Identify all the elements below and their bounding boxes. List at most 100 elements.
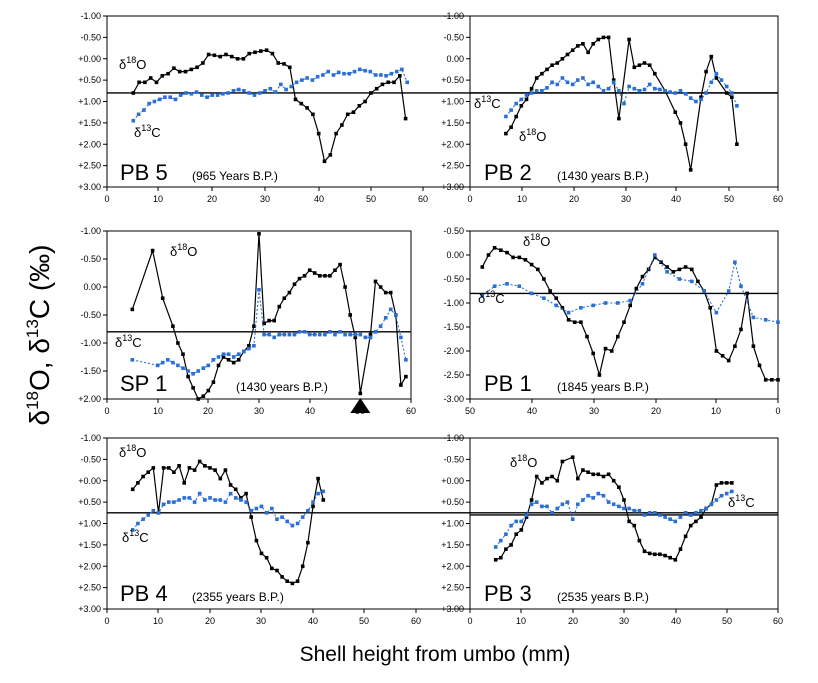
y-tick-label: -0.50	[443, 226, 464, 236]
d13c-point	[550, 80, 554, 85]
d18o-point	[146, 470, 150, 474]
d13c-point	[192, 500, 197, 504]
d18o-point	[392, 80, 396, 85]
d13c-point	[282, 332, 287, 337]
x-tick-label: 30	[256, 616, 266, 626]
x-tick-label: 10	[516, 616, 526, 626]
d18o-label: δ18O	[170, 242, 197, 259]
d13c-point	[545, 86, 549, 90]
panel-name: SP 1	[120, 371, 167, 396]
d13c-point	[694, 99, 698, 104]
d13c-point	[576, 502, 580, 507]
d13c-point	[642, 513, 647, 517]
d13c-point	[331, 73, 336, 77]
d18o-point	[196, 397, 200, 401]
d13c-point	[307, 332, 312, 337]
d13c-point	[384, 74, 388, 78]
y-tick-label: -1.00	[443, 298, 464, 308]
d13c-point	[704, 506, 708, 511]
d18o-point	[241, 57, 246, 61]
d13c-point	[223, 500, 228, 504]
d18o-point	[683, 142, 688, 146]
d13c-point	[152, 99, 157, 104]
y-tick-label: +1.00	[78, 97, 101, 107]
d13c-point	[252, 93, 257, 97]
d18o-point	[596, 37, 601, 42]
d13c-point	[726, 289, 731, 293]
x-tick-label: 40	[308, 616, 318, 626]
d13c-point	[287, 332, 292, 337]
d18o-point	[606, 35, 611, 40]
d18o-point	[585, 334, 589, 339]
y-tick-label: -0.50	[80, 454, 101, 464]
d18o-point	[137, 80, 141, 85]
y-tick-label: -0.50	[80, 254, 101, 264]
d18o-point	[637, 63, 642, 67]
d13c-point	[252, 344, 256, 348]
d18o-point	[177, 69, 182, 74]
d13c-point	[155, 363, 160, 368]
d18o-point	[270, 566, 274, 571]
x-tick-label: 20	[203, 406, 213, 416]
d13c-point	[130, 358, 135, 362]
panel-name: PB 1	[484, 371, 532, 396]
d13c-point	[709, 80, 714, 85]
d13c-point	[735, 104, 739, 108]
d13c-point	[739, 284, 743, 288]
y-tick-label: -1.00	[443, 11, 464, 21]
d18o-point	[253, 50, 257, 55]
d13c-point	[275, 517, 279, 521]
d18o-point	[640, 274, 645, 279]
d13c-point	[300, 515, 305, 519]
d13c-point	[606, 500, 611, 504]
d13c-point	[343, 332, 347, 337]
d18o-point	[647, 63, 652, 67]
d18o-point	[617, 485, 621, 489]
d13c-point	[524, 93, 529, 97]
x-tick-label: 20	[651, 406, 661, 416]
d18o-point	[318, 274, 322, 278]
d18o-point	[523, 258, 528, 262]
y-tick-label: -1.00	[80, 11, 101, 21]
d18o-point	[627, 37, 631, 42]
d18o-point	[321, 498, 326, 502]
panel-name: PB 2	[484, 160, 532, 185]
d18o-point	[678, 547, 683, 551]
d13c-point	[565, 500, 570, 504]
d18o-point	[694, 519, 698, 524]
d18o-point	[555, 61, 560, 65]
d13c-point	[576, 78, 580, 82]
d18o-point	[280, 575, 284, 579]
d18o-point	[570, 48, 575, 52]
d13c-point	[678, 89, 683, 93]
d13c-point	[302, 330, 307, 334]
d18o-point	[492, 246, 497, 250]
x-tick-label: 20	[205, 616, 215, 626]
d18o-point	[247, 344, 251, 348]
d13c-point	[673, 91, 678, 95]
d18o-point	[708, 306, 712, 310]
d13c-point	[268, 86, 273, 91]
d18o-point	[776, 378, 780, 382]
d18o-label: δ18O	[119, 443, 146, 460]
d13c-point	[534, 89, 539, 93]
d18o-point	[673, 110, 678, 114]
d18o-point	[249, 515, 253, 519]
x-tick-label: 40	[314, 194, 324, 204]
d18o-point	[529, 86, 534, 91]
d13c-point	[226, 91, 230, 95]
d18o-point	[259, 49, 263, 53]
d18o-point	[213, 468, 217, 472]
d18o-point	[548, 289, 552, 293]
d13c-point	[290, 523, 295, 528]
y-tick-label: +2.50	[78, 583, 101, 593]
d13c-point	[663, 515, 667, 519]
y-tick-label: -1.00	[80, 338, 101, 348]
d18o-point	[369, 91, 373, 95]
d13c-point	[678, 515, 683, 519]
y-tick-label: +1.00	[441, 97, 464, 107]
d13c-point	[540, 504, 544, 509]
d13c-point	[404, 358, 408, 362]
d13c-point	[157, 97, 162, 102]
d13c-point	[257, 288, 261, 292]
